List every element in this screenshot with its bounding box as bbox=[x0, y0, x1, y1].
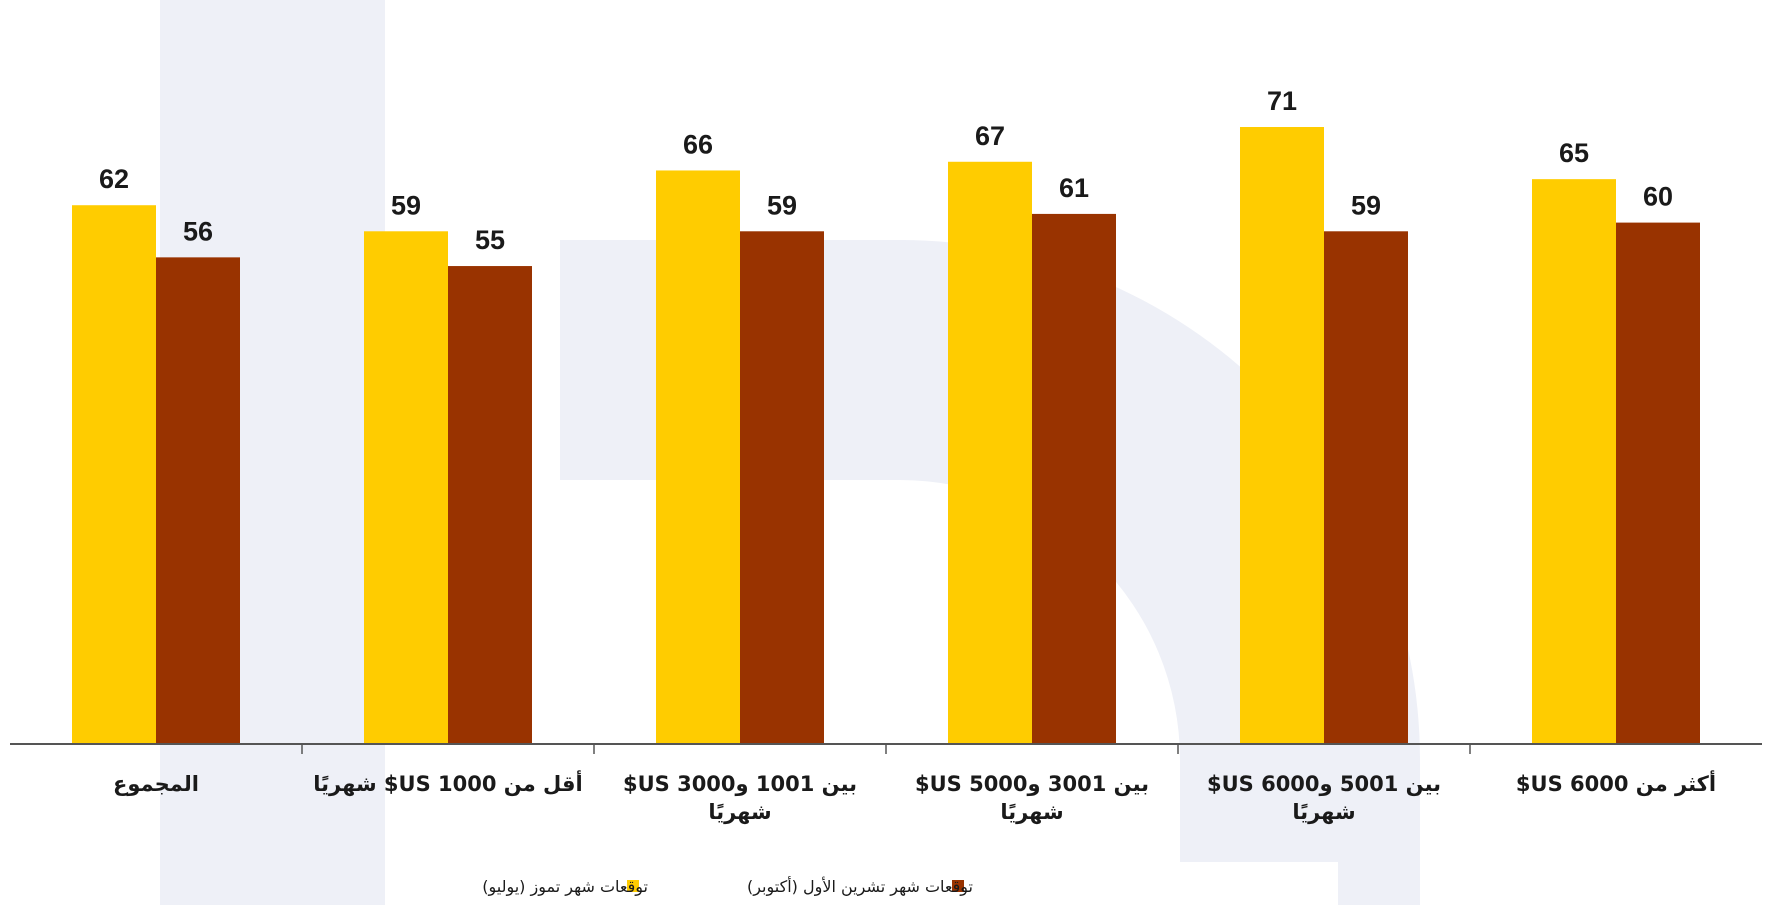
bar-s1-c3 bbox=[1032, 213, 1116, 744]
category-label-3-line0: بين 3001 و5000 US$ bbox=[915, 772, 1149, 796]
category-label-2-line0: بين 1001 و3000 US$ bbox=[623, 772, 857, 796]
bar-s1-c0 bbox=[156, 257, 240, 744]
value-label-s0-c5: 65 bbox=[1559, 138, 1589, 168]
category-label-2-line1: شهريًا bbox=[708, 800, 771, 824]
x-axis bbox=[10, 743, 1762, 754]
category-label-3-line1: شهريًا bbox=[1000, 800, 1063, 824]
value-label-s0-c0: 62 bbox=[99, 164, 129, 194]
category-label-4-line1: شهريًا bbox=[1292, 800, 1355, 824]
category-labels-layer: المجموع أقل من 1000 US$ شهريًا بين 1001 و3… bbox=[113, 769, 1716, 824]
bar-s0-c2 bbox=[656, 170, 740, 744]
legend-label-0: توقعات شهر تموز (يوليو) bbox=[482, 877, 648, 897]
value-label-s0-c3: 67 bbox=[975, 121, 1005, 151]
category-label-4-line0: بين 5001 و6000 US$ bbox=[1207, 772, 1441, 796]
value-label-s1-c4: 59 bbox=[1351, 190, 1381, 220]
legend-swatch-1 bbox=[952, 880, 964, 892]
legend: توقعات شهر تموز (يوليو) توقعات شهر تشرين … bbox=[482, 862, 1338, 905]
bar-s1-c1 bbox=[448, 266, 532, 744]
legend-label-1: توقعات شهر تشرين الأول (أكتوبر) bbox=[747, 876, 973, 897]
category-label-5: أكثر من 6000 US$ bbox=[1516, 769, 1716, 796]
category-label-1: أقل من 1000 US$ شهريًا bbox=[313, 769, 582, 796]
bar-s0-c3 bbox=[948, 161, 1032, 744]
bar-s1-c4 bbox=[1324, 231, 1408, 745]
bar-s1-c2 bbox=[740, 231, 824, 745]
value-label-s0-c2: 66 bbox=[683, 129, 713, 159]
value-label-s1-c1: 55 bbox=[475, 225, 505, 255]
category-label-0: المجموع bbox=[113, 772, 199, 796]
bar-s0-c4 bbox=[1240, 127, 1324, 744]
legend-box bbox=[528, 862, 1338, 905]
value-label-s1-c3: 61 bbox=[1059, 173, 1089, 203]
value-labels-layer: 62 56 59 55 66 59 67 61 71 59 65 60 bbox=[99, 86, 1673, 255]
bar-s1-c5 bbox=[1616, 222, 1700, 745]
value-label-s1-c5: 60 bbox=[1643, 182, 1673, 212]
legend-swatch-0 bbox=[627, 880, 639, 892]
value-label-s0-c1: 59 bbox=[391, 190, 421, 220]
bar-s0-c5 bbox=[1532, 179, 1616, 744]
value-label-s1-c0: 56 bbox=[183, 216, 213, 246]
value-label-s1-c2: 59 bbox=[767, 190, 797, 220]
bars-layer bbox=[72, 127, 1700, 745]
value-label-s0-c4: 71 bbox=[1267, 86, 1297, 116]
bar-s0-c1 bbox=[364, 231, 448, 745]
bar-s0-c0 bbox=[72, 205, 156, 745]
